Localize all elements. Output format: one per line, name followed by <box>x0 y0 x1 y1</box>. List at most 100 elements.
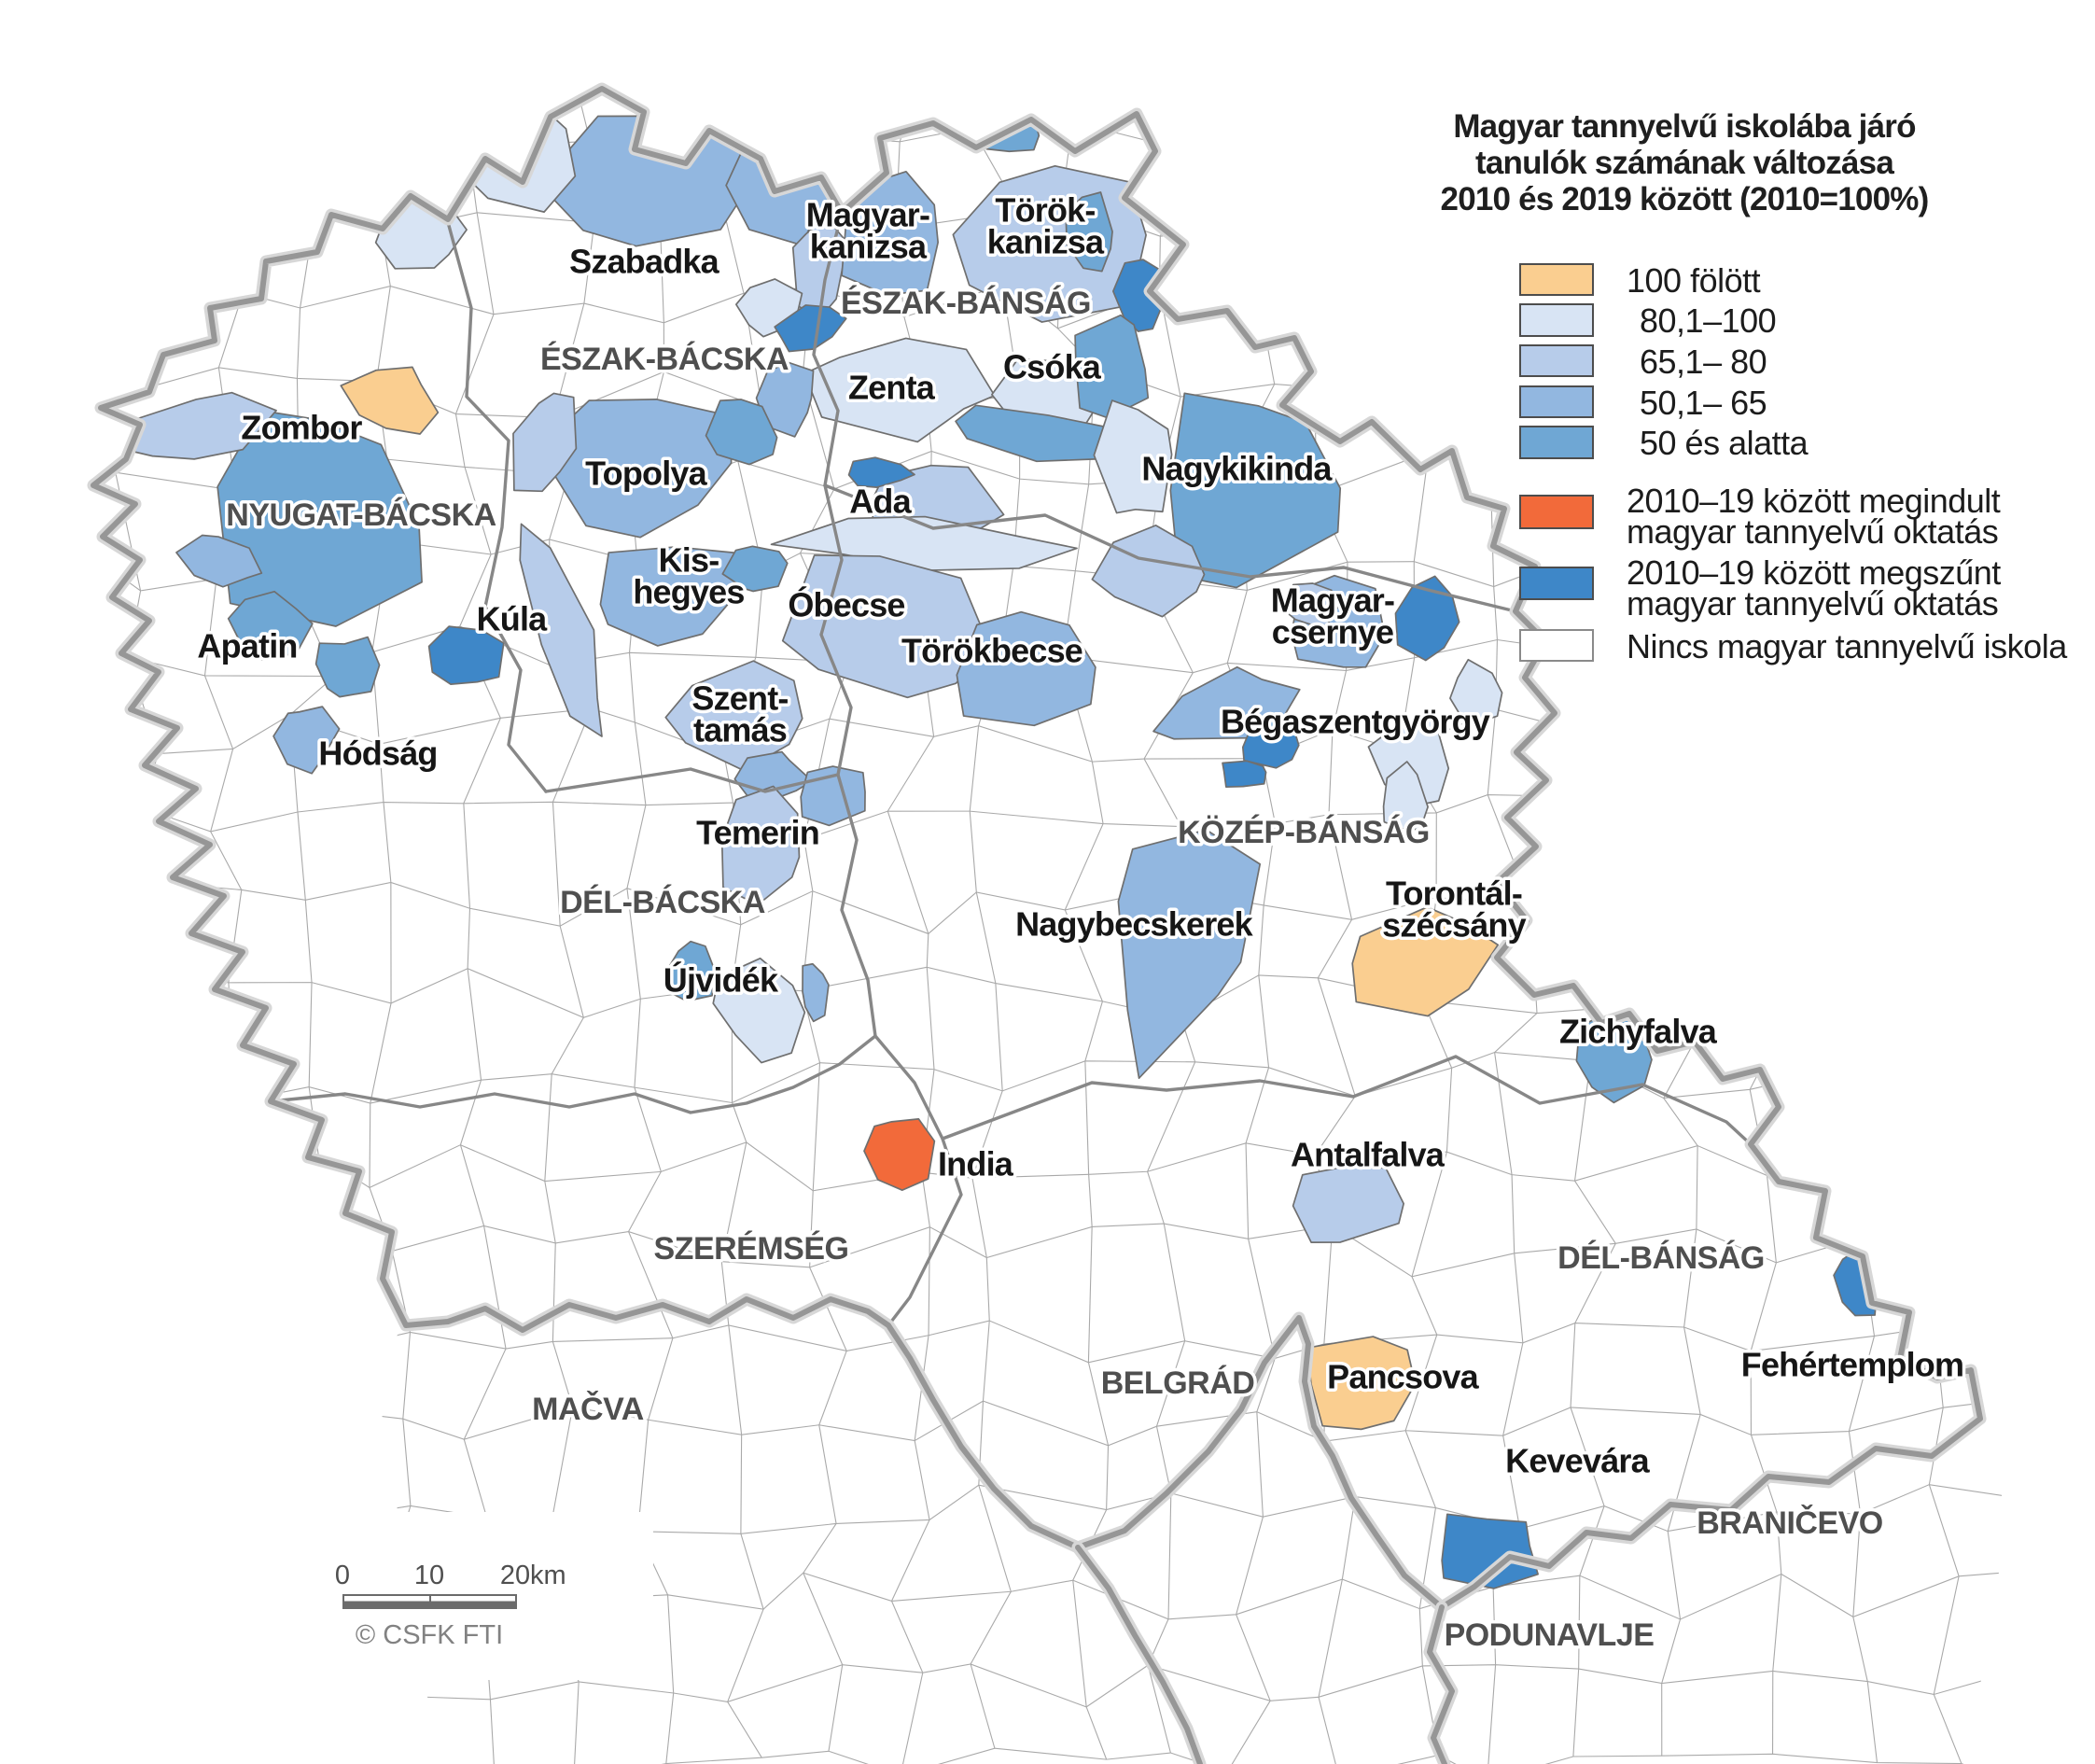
municipality-region-c3 <box>519 523 603 737</box>
district-label: DÉL-BÁNSÁG <box>1557 1240 1765 1276</box>
place-label: Törökbecse <box>901 632 1082 670</box>
mesh-line <box>369 89 419 1762</box>
municipality-region-c4 <box>755 361 815 438</box>
map-title-line: tanulók számának változása <box>1474 145 1894 181</box>
colored-municipalities <box>113 104 1879 1589</box>
municipality-region-c4 <box>175 534 263 588</box>
mesh-line <box>1917 89 1965 1764</box>
mesh-line <box>28 66 79 1749</box>
municipality-region-c5 <box>1065 191 1113 273</box>
scale-unit-label: km <box>530 1561 566 1590</box>
mesh-line <box>969 89 1021 1749</box>
mesh-line <box>2001 89 2006 1764</box>
municipality-region-C <box>1441 1513 1539 1589</box>
district-label: BELGRÁD <box>1101 1365 1255 1401</box>
municipality-region-c5 <box>216 410 423 627</box>
municipality-region-S <box>863 1118 936 1192</box>
municipality-region-c3 <box>1281 582 1341 626</box>
municipality-region-c5 <box>227 590 314 661</box>
district-boundary <box>823 483 1517 613</box>
map-title: Magyar tannyelvű iskolába járó tanulók s… <box>1400 108 1969 217</box>
scale-bar-midtick <box>429 1596 431 1603</box>
municipality-region-c3 <box>1292 1166 1405 1243</box>
place-label: Szent- <box>691 679 788 718</box>
district-boundary <box>812 211 963 1327</box>
place-label: Antalfalva <box>1291 1136 1446 1174</box>
state-border <box>1075 1545 1203 1764</box>
mesh-line <box>720 89 764 1758</box>
municipality-region-c3 <box>791 217 846 321</box>
place-label: Zenta <box>848 369 936 407</box>
place-label: Fehértemplom <box>1741 1346 1963 1384</box>
place-label: Nagybecskerek <box>1015 905 1254 944</box>
map-title-line: 2010 és 2019 között (2010=100%) <box>1440 181 1930 217</box>
municipality-region-c5 <box>1074 314 1150 419</box>
place-label: kanizsa <box>987 223 1105 261</box>
district-label: KÖZÉP-BÁNSÁG <box>1178 815 1430 850</box>
district-label: BRANIČEVO <box>1697 1505 1883 1541</box>
municipality-region-c5 <box>668 940 715 1002</box>
mesh-line <box>1570 89 1618 1757</box>
municipality-region-c5 <box>1169 392 1342 589</box>
district-boundary <box>269 1034 877 1114</box>
place-label: Zombor <box>241 409 362 447</box>
scale-tick-label: 0 <box>334 1561 351 1590</box>
district-boundaries <box>269 211 1753 1327</box>
scale-tick-label: 10 <box>413 1561 445 1590</box>
municipality-region-c1 <box>1351 905 1500 1017</box>
place-label: India <box>938 1145 1014 1183</box>
municipality-region-c4 <box>802 962 830 1023</box>
place-label: Kevevára <box>1505 1442 1651 1480</box>
place-label: Szabadka <box>569 243 719 281</box>
municipality-region-c2 <box>1093 399 1173 514</box>
place-label: Apatin <box>197 627 297 665</box>
mesh-line <box>93 794 2006 841</box>
municipality-region-c2 <box>712 957 806 1064</box>
municipality-region-C <box>427 625 505 685</box>
mesh-line <box>454 89 507 1764</box>
mesh-line <box>626 89 680 1764</box>
mesh-line <box>111 89 166 1748</box>
place-label: szécsány <box>1382 906 1526 945</box>
scale-bar-graphic <box>342 1594 517 1609</box>
municipality-region-C <box>1222 760 1267 789</box>
mesh-line <box>887 89 935 1764</box>
place-label: csernye <box>1272 613 1394 651</box>
place-label: tamás <box>693 711 787 749</box>
municipality-region-c4 <box>272 706 341 775</box>
mesh-line <box>2086 32 2095 1764</box>
municipality-region-c5 <box>705 399 778 466</box>
place-label: Óbecse <box>788 585 904 624</box>
municipality-region-c4 <box>599 546 740 647</box>
place-label: Török- <box>995 191 1095 230</box>
place-label: Bégaszentgyörgy <box>1221 703 1490 741</box>
place-label: Zichyfalva <box>1559 1013 1718 1051</box>
mesh-line <box>93 1051 2006 1104</box>
municipality-region-c4 <box>956 610 1096 727</box>
place-label: Ada <box>849 483 912 521</box>
place-label: hegyes <box>633 573 744 611</box>
place-label: Hódság <box>318 735 437 773</box>
mesh-line <box>1056 89 1110 1760</box>
district-label: NYUGAT-BÁCSKA <box>226 497 496 533</box>
place-label: Magyar- <box>806 196 929 234</box>
mesh-line <box>544 89 595 1764</box>
municipality-region-c2 <box>1449 658 1503 726</box>
state-border <box>91 86 1983 1610</box>
copyright-note: © CSFK FTI <box>355 1620 504 1650</box>
district-label: DÉL-BÁCSKA <box>560 885 765 920</box>
municipality-region-c2 <box>770 515 1078 571</box>
municipality-region-c5 <box>955 404 1117 463</box>
map-title-line: Magyar tannyelvű iskolába járó <box>1453 108 1916 145</box>
state-border <box>1427 1604 1455 1764</box>
place-label: Újvidék <box>663 960 779 1000</box>
mesh-line <box>93 1398 2006 1447</box>
municipality-region-c5 <box>721 545 789 593</box>
map-labels: NYUGAT-BÁCSKA ÉSZAK-BÁCSKA ÉSZAK-BÁNSÁG DÉL… <box>194 188 1968 1657</box>
mesh-line <box>286 89 336 1741</box>
place-label: Csóka <box>1003 348 1102 386</box>
district-label: ÉSZAK-BÁNSÁG <box>841 286 1091 321</box>
place-label: Nagykikinda <box>1141 450 1333 488</box>
